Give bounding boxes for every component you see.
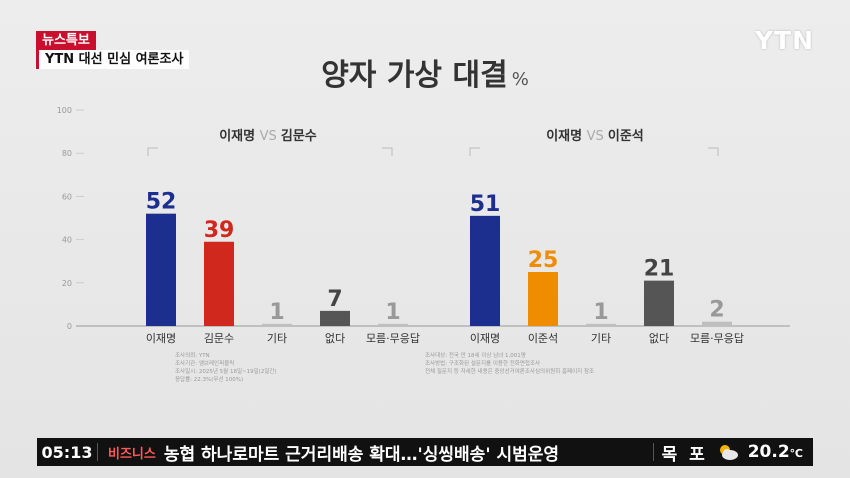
chart-title-unit: %	[511, 69, 529, 90]
vs-label: VS	[260, 129, 281, 144]
category-label: 없다	[325, 332, 345, 345]
weather-temperature: 20.2℃	[748, 442, 803, 462]
ticker-divider	[652, 443, 654, 461]
category-label: 이재명	[146, 332, 176, 345]
temperature-unit: ℃	[789, 447, 803, 460]
category-label: 모름·무응답	[690, 332, 744, 345]
bar-value-label: 51	[470, 192, 501, 217]
temperature-value: 20.2	[747, 442, 790, 462]
bar-value-label: 1	[269, 300, 284, 325]
y-tick-label: 100	[57, 106, 72, 115]
y-tick-label: 0	[67, 322, 72, 331]
bar	[702, 321, 732, 326]
bar	[586, 323, 616, 326]
bar	[262, 323, 292, 326]
ticker-divider	[97, 443, 98, 461]
bar-value-label: 21	[644, 257, 675, 282]
bar-value-label: 25	[528, 248, 559, 273]
program-title: YTN 대선 민심 여론조사	[36, 50, 190, 69]
bar	[644, 280, 674, 326]
bar	[204, 241, 234, 326]
bar-value-label: 2	[709, 298, 724, 323]
candidate-b-name: 김문수	[281, 129, 317, 144]
bar-value-label: 52	[146, 190, 177, 215]
bar-value-label: 1	[385, 300, 400, 325]
chart-title: 양자 가상 대결%	[0, 50, 850, 94]
matchup-title: 이재명 VS 김문수	[219, 128, 317, 144]
ticker-time: 05:13	[41, 442, 93, 462]
vs-label: VS	[587, 129, 608, 144]
survey-note: 조사대상: 전국 만 18세 이상 남녀 1,001명	[425, 351, 526, 359]
category-label: 없다	[649, 332, 669, 345]
ytn-logo: YTN	[754, 26, 814, 55]
y-tick-label: 40	[62, 236, 72, 245]
candidate-a-name: 이재명	[219, 128, 259, 144]
matchup-title: 이재명 VS 이준석	[546, 128, 644, 144]
y-tick-label: 60	[62, 192, 72, 201]
survey-note: 전체 질문지 등 자세한 내용은 중앙선거여론조사심의위원회 홈페이지 참조	[425, 367, 594, 375]
bar	[320, 310, 350, 326]
survey-note: 조사의뢰: YTN	[175, 351, 210, 359]
candidate-a-name: 이재명	[546, 128, 586, 144]
ticker-category: 비즈니스	[108, 446, 156, 462]
weather-city: 목 포	[661, 444, 708, 465]
candidate-b-name: 이준석	[608, 128, 644, 144]
category-label: 김문수	[204, 332, 234, 345]
category-label: 기타	[591, 332, 611, 345]
y-tick-label: 20	[62, 279, 72, 288]
partly-cloudy-icon	[716, 442, 740, 462]
ticker-headline: 농협 하나로마트 근거리배송 확대…'싱씽배송' 시범운영	[163, 444, 560, 465]
survey-note: 조사방법: 구조화된 설문지를 이용한 전화면접조사	[425, 359, 540, 367]
news-ticker: 05:13 비즈니스 농협 하나로마트 근거리배송 확대…'싱씽배송' 시범운영…	[37, 438, 813, 466]
bar-value-label: 7	[327, 287, 342, 312]
bar-value-label: 39	[204, 218, 235, 243]
bar	[146, 213, 176, 326]
bracket-right	[708, 147, 719, 156]
bar-value-label: 1	[593, 300, 608, 325]
bar	[378, 323, 408, 326]
survey-note: 조사기관: 엠브레인퍼블릭	[175, 359, 234, 367]
y-tick-label: 80	[62, 149, 72, 158]
bracket-left	[147, 147, 158, 156]
category-label: 이준석	[528, 332, 558, 345]
category-label: 이재명	[470, 332, 500, 345]
survey-note: 응답률: 22.3%(무선 100%)	[175, 375, 243, 383]
survey-note: 조사일시: 2025년 5월 18일~19일(2일간)	[175, 367, 277, 375]
bar	[470, 215, 500, 326]
bar	[528, 272, 558, 326]
category-label: 기타	[267, 332, 287, 345]
chart-title-text: 양자 가상 대결	[321, 58, 508, 93]
bracket-right	[382, 147, 393, 156]
category-label: 모름·무응답	[366, 332, 420, 345]
bracket-left	[469, 147, 480, 156]
breaking-news-tag: 뉴스특보	[36, 31, 96, 50]
